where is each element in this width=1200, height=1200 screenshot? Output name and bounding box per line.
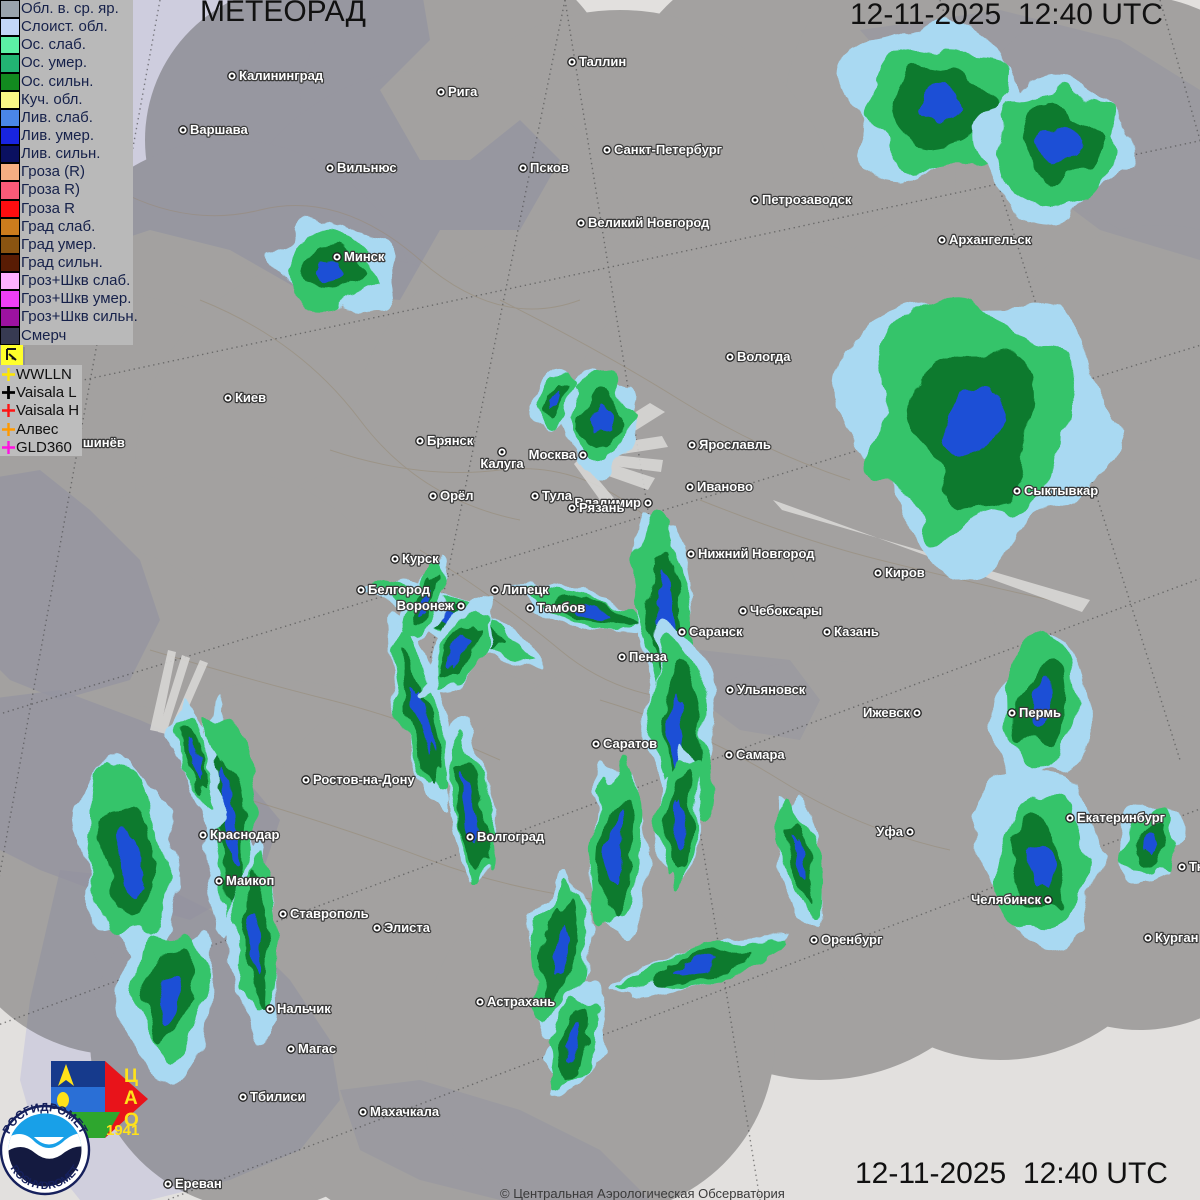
svg-text:А: А — [124, 1088, 138, 1109]
svg-text:Ц: Ц — [124, 1066, 138, 1087]
svg-text:1941: 1941 — [106, 1122, 139, 1139]
